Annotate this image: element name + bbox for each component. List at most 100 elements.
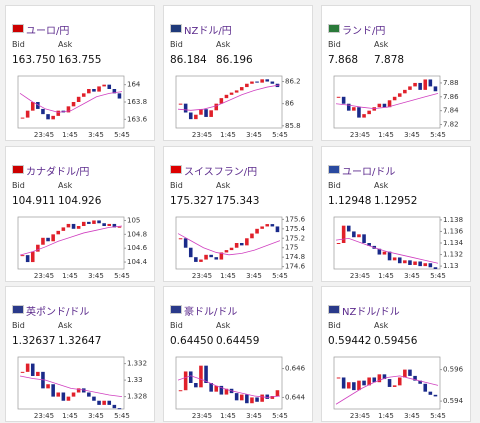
- y-tick-label: 105: [127, 216, 140, 224]
- x-tick-label: 5:45: [272, 272, 288, 280]
- candle: [56, 230, 61, 235]
- candle: [352, 107, 356, 111]
- mini-chart: 164 163.8 163.6 23:45 1:45 3:45 5:45: [17, 75, 148, 139]
- candle: [61, 392, 66, 401]
- candle: [397, 93, 402, 97]
- y-tick-label: 1.13: [443, 262, 459, 270]
- candle: [209, 254, 213, 258]
- candle: [56, 392, 61, 397]
- candle: [352, 231, 356, 238]
- mini-chart: 105 104.8 104.6 104.4 23:45 1:45 3:45 5:45: [17, 216, 148, 280]
- candle: [20, 117, 25, 119]
- plot-frame: [333, 75, 441, 129]
- candle: [270, 396, 275, 399]
- x-tick-label: 3:45: [404, 272, 420, 280]
- candle: [30, 363, 35, 376]
- candle: [30, 102, 35, 111]
- candle: [250, 81, 254, 84]
- candle: [92, 396, 96, 401]
- bid-value: 175.327: [170, 195, 214, 207]
- candle: [397, 257, 402, 264]
- mini-chart: 1.332 1.33 1.328 23:45 1:45 3:45 5:45: [17, 356, 147, 420]
- pair-title[interactable]: スイスフラン/円: [184, 167, 258, 178]
- bid-label: Bid: [12, 181, 25, 190]
- candle: [428, 391, 433, 395]
- x-tick-label: 3:45: [246, 412, 262, 420]
- ask-label: Ask: [216, 181, 231, 190]
- candle: [41, 237, 45, 245]
- candle: [92, 220, 96, 224]
- candle: [209, 383, 213, 392]
- y-tick-label: 164: [127, 81, 141, 89]
- candle: [117, 408, 122, 410]
- x-tick-label: 23:45: [350, 131, 370, 139]
- candle: [229, 247, 234, 251]
- candle: [234, 393, 239, 401]
- candle: [433, 86, 438, 92]
- ask-value: 0.59456: [374, 335, 418, 347]
- x-tick-label: 5:45: [114, 131, 130, 139]
- pair-title[interactable]: ユーロ/円: [26, 26, 70, 37]
- pair-title[interactable]: カナダドル/円: [26, 167, 90, 178]
- x-tick-label: 1:45: [220, 131, 236, 139]
- candle: [387, 100, 392, 108]
- candle: [346, 225, 351, 232]
- pair-title[interactable]: ユーロ/ドル: [342, 167, 396, 178]
- x-tick-label: 5:45: [430, 131, 446, 139]
- ask-value: 1.32647: [58, 335, 102, 347]
- candle: [199, 365, 203, 388]
- candle: [357, 107, 361, 118]
- candle: [214, 257, 219, 260]
- y-tick-label: 7.84: [443, 107, 459, 115]
- candle: [275, 390, 280, 396]
- candle: [178, 103, 183, 105]
- candle: [76, 388, 81, 393]
- y-tick-label: 0.596: [443, 366, 464, 374]
- candle: [352, 382, 356, 391]
- mini-chart: 86.2 86 85.8 23:45 1:45 3:45 5:45: [175, 75, 301, 139]
- candle: [194, 257, 198, 262]
- y-tick-label: 174.6: [285, 263, 306, 271]
- x-tick-label: 3:45: [246, 131, 262, 139]
- x-tick-label: 1:45: [378, 412, 394, 420]
- candle: [357, 234, 361, 238]
- pair-title[interactable]: NZドル/円: [184, 26, 232, 37]
- candle: [265, 224, 270, 227]
- moving-average: [177, 375, 281, 398]
- pair-title[interactable]: ランド/円: [342, 26, 386, 37]
- x-tick-label: 23:45: [350, 272, 370, 280]
- plot-frame: [333, 356, 441, 410]
- candle: [102, 223, 106, 227]
- candle: [234, 90, 239, 93]
- candle: [194, 114, 198, 120]
- ask-label: Ask: [58, 181, 73, 190]
- candle: [270, 81, 275, 84]
- y-tick-label: 1.328: [127, 393, 147, 401]
- ask-label: Ask: [216, 321, 231, 330]
- y-tick-label: 1.132: [443, 251, 463, 259]
- candle: [270, 224, 275, 227]
- candle: [260, 79, 264, 83]
- pair-title[interactable]: 英ポンド/ドル: [26, 307, 90, 318]
- candle: [102, 400, 106, 405]
- candle: [250, 233, 254, 239]
- candle: [183, 103, 188, 113]
- pair-title[interactable]: 豪ドル/ドル: [184, 307, 238, 318]
- ask-label: Ask: [58, 40, 73, 49]
- candle: [20, 371, 25, 373]
- candle: [87, 221, 91, 224]
- mini-chart: 1.138 1.136 1.134 1.132 1.13 23:45 1:45 3:45 5:4…: [333, 216, 464, 280]
- candle: [346, 382, 351, 389]
- candle: [260, 226, 264, 229]
- candle: [245, 394, 249, 404]
- candle: [51, 234, 55, 242]
- candle: [41, 108, 45, 115]
- ask-value: 86.196: [216, 54, 253, 66]
- plot-frame: [17, 356, 125, 410]
- y-tick-label: 175.2: [285, 234, 305, 242]
- pair-title[interactable]: NZドル/ドル: [342, 307, 400, 318]
- x-tick-label: 23:45: [192, 272, 212, 280]
- x-tick-label: 23:45: [192, 412, 212, 420]
- moving-average: [177, 233, 281, 256]
- x-tick-label: 23:45: [192, 131, 212, 139]
